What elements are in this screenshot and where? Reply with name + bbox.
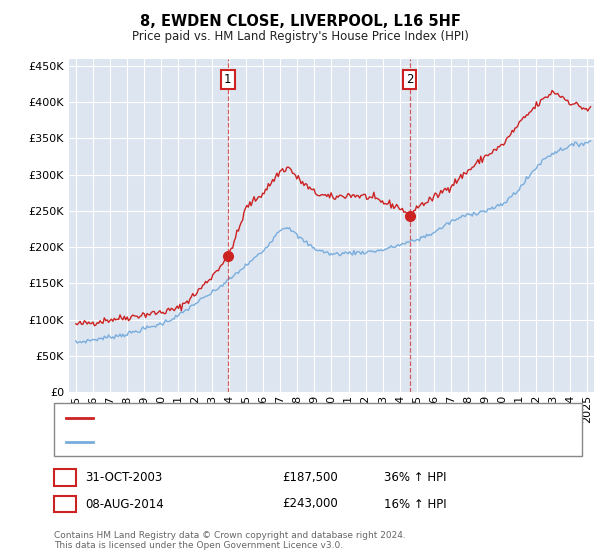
Text: 8, EWDEN CLOSE, LIVERPOOL, L16 5HF (detached house): 8, EWDEN CLOSE, LIVERPOOL, L16 5HF (deta… — [100, 413, 420, 423]
Text: 2: 2 — [406, 73, 413, 86]
Text: 08-AUG-2014: 08-AUG-2014 — [85, 497, 164, 511]
Text: HPI: Average price, detached house, Liverpool: HPI: Average price, detached house, Live… — [100, 436, 358, 446]
Text: 2: 2 — [61, 497, 68, 511]
Text: £187,500: £187,500 — [282, 470, 338, 484]
Text: 16% ↑ HPI: 16% ↑ HPI — [384, 497, 446, 511]
Text: 36% ↑ HPI: 36% ↑ HPI — [384, 470, 446, 484]
Text: £243,000: £243,000 — [282, 497, 338, 511]
Text: Price paid vs. HM Land Registry's House Price Index (HPI): Price paid vs. HM Land Registry's House … — [131, 30, 469, 43]
Text: 8, EWDEN CLOSE, LIVERPOOL, L16 5HF: 8, EWDEN CLOSE, LIVERPOOL, L16 5HF — [140, 14, 460, 29]
Text: 1: 1 — [224, 73, 232, 86]
Text: 1: 1 — [61, 470, 68, 484]
Text: 31-OCT-2003: 31-OCT-2003 — [85, 470, 163, 484]
Text: Contains HM Land Registry data © Crown copyright and database right 2024.
This d: Contains HM Land Registry data © Crown c… — [54, 531, 406, 550]
